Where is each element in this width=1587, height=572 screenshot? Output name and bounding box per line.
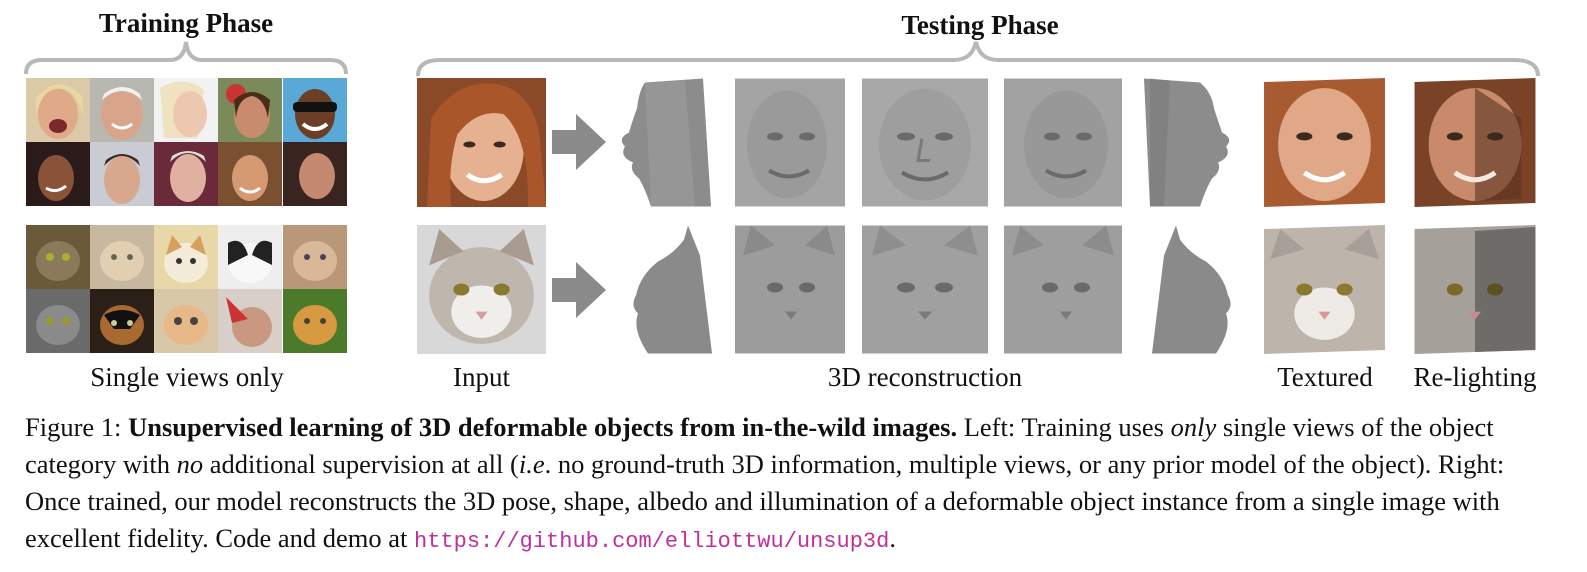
face-tile bbox=[154, 78, 218, 142]
face-recon-frontal bbox=[862, 78, 988, 207]
caption-text: additional supervision at all ( bbox=[203, 449, 519, 479]
cat-tile bbox=[26, 289, 90, 353]
input-label: Input bbox=[453, 362, 510, 392]
caption-emphasis: no bbox=[176, 449, 204, 479]
cat-recon-frontal bbox=[862, 225, 988, 354]
caption-prefix: Figure 1: bbox=[25, 412, 129, 442]
input-cat-image bbox=[417, 225, 546, 354]
cat-tile bbox=[282, 289, 348, 353]
input-face-image bbox=[417, 78, 546, 207]
cat-recon-left-profile bbox=[628, 225, 714, 354]
cat-relighting bbox=[1410, 225, 1540, 354]
arrow-icon bbox=[552, 114, 606, 170]
caption-text: . no ground-truth 3D information, multip… bbox=[25, 449, 1505, 553]
training-brace bbox=[24, 41, 348, 75]
arrow-icon bbox=[552, 262, 606, 318]
training-faces-grid bbox=[26, 78, 348, 206]
caption-text: Left: Training uses bbox=[957, 412, 1171, 442]
face-tile bbox=[282, 142, 348, 206]
cat-tile bbox=[154, 225, 218, 289]
face-recon-left-profile bbox=[615, 78, 715, 207]
training-cats-grid bbox=[26, 225, 348, 353]
face-tile bbox=[282, 78, 348, 142]
reconstruction-label: 3D reconstruction bbox=[827, 362, 1023, 392]
caption-end: . bbox=[889, 523, 896, 553]
cat-recon-left-three-quarter bbox=[735, 225, 845, 354]
face-tile bbox=[90, 142, 154, 206]
cat-tile bbox=[26, 225, 90, 289]
caption-text: single views of the object category with bbox=[25, 412, 1494, 479]
face-tile bbox=[26, 142, 90, 206]
face-tile bbox=[218, 142, 282, 206]
face-recon-right-three-quarter bbox=[1004, 78, 1122, 207]
face-tile bbox=[154, 142, 218, 206]
face-recon-left-three-quarter bbox=[735, 78, 845, 207]
training-phase-title: Training Phase bbox=[98, 8, 274, 38]
cat-tile bbox=[218, 225, 282, 289]
cat-recon-right-three-quarter bbox=[1004, 225, 1122, 354]
face-recon-right-profile bbox=[1140, 78, 1236, 207]
testing-phase-title: Testing Phase bbox=[901, 10, 1059, 40]
caption-emphasis: i.e bbox=[518, 449, 545, 479]
caption-emphasis: only bbox=[1170, 412, 1217, 442]
figure-caption: Figure 1: Unsupervised learning of 3D de… bbox=[25, 409, 1560, 560]
cat-tile bbox=[90, 225, 154, 289]
cat-tile bbox=[90, 289, 154, 353]
testing-brace bbox=[416, 41, 1540, 77]
cat-tile bbox=[154, 289, 218, 353]
caption-title: Unsupervised learning of 3D deformable o… bbox=[128, 412, 958, 442]
face-textured bbox=[1260, 78, 1389, 207]
cat-textured bbox=[1260, 225, 1389, 354]
code-link[interactable]: https://github.com/elliottwu/unsup3d bbox=[414, 529, 890, 554]
face-relighting bbox=[1410, 78, 1540, 207]
face-tile bbox=[218, 78, 282, 142]
textured-label: Textured bbox=[1277, 362, 1373, 392]
face-tile bbox=[90, 78, 154, 142]
cat-tile bbox=[218, 289, 282, 353]
face-tile bbox=[26, 78, 90, 142]
cat-recon-right-profile bbox=[1150, 225, 1236, 354]
relighting-label: Re-lighting bbox=[1413, 362, 1537, 392]
cat-tile bbox=[282, 225, 348, 289]
training-label: Single views only bbox=[90, 362, 284, 392]
